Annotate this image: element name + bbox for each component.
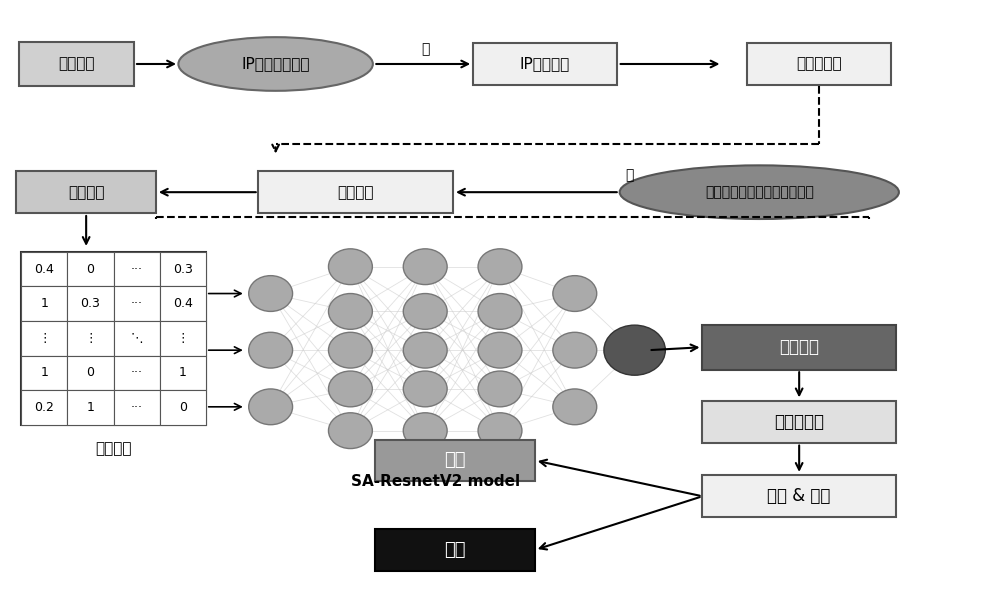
- Text: 是: 是: [421, 42, 429, 56]
- Ellipse shape: [178, 37, 373, 91]
- Ellipse shape: [249, 276, 293, 311]
- Ellipse shape: [604, 325, 665, 375]
- Text: ···: ···: [131, 401, 143, 414]
- Text: 特征编码: 特征编码: [58, 56, 94, 71]
- FancyBboxPatch shape: [702, 401, 896, 443]
- Text: 0.3: 0.3: [173, 262, 193, 276]
- FancyBboxPatch shape: [67, 252, 114, 286]
- FancyBboxPatch shape: [21, 252, 67, 286]
- Text: 0.4: 0.4: [173, 297, 193, 310]
- FancyBboxPatch shape: [160, 321, 206, 356]
- Ellipse shape: [328, 294, 372, 329]
- FancyBboxPatch shape: [67, 390, 114, 425]
- FancyBboxPatch shape: [160, 252, 206, 286]
- Text: 联邦学习: 联邦学习: [779, 338, 819, 356]
- Ellipse shape: [403, 413, 447, 449]
- Text: IP信息是否存在: IP信息是否存在: [241, 56, 310, 71]
- FancyBboxPatch shape: [160, 286, 206, 321]
- Text: 数值归一化: 数值归一化: [796, 56, 842, 71]
- Ellipse shape: [553, 389, 597, 425]
- Ellipse shape: [478, 332, 522, 368]
- Ellipse shape: [553, 332, 597, 368]
- FancyBboxPatch shape: [21, 356, 67, 390]
- FancyBboxPatch shape: [747, 43, 891, 85]
- Ellipse shape: [249, 389, 293, 425]
- Text: 特征降维: 特征降维: [337, 184, 374, 199]
- FancyBboxPatch shape: [114, 321, 160, 356]
- FancyBboxPatch shape: [21, 390, 67, 425]
- Ellipse shape: [328, 332, 372, 368]
- Text: 特征维度是否满足转化成图像: 特征维度是否满足转化成图像: [705, 185, 814, 199]
- FancyBboxPatch shape: [375, 529, 535, 571]
- Text: 0: 0: [179, 401, 187, 414]
- Text: 1: 1: [179, 367, 187, 379]
- FancyBboxPatch shape: [21, 252, 206, 425]
- FancyBboxPatch shape: [702, 476, 896, 517]
- Text: 0.3: 0.3: [81, 297, 100, 310]
- FancyBboxPatch shape: [21, 321, 67, 356]
- Text: 后量化技术: 后量化技术: [774, 413, 824, 431]
- FancyBboxPatch shape: [114, 356, 160, 390]
- Text: 检测 & 分类: 检测 & 分类: [767, 487, 831, 505]
- Text: 0.4: 0.4: [34, 262, 54, 276]
- FancyBboxPatch shape: [114, 286, 160, 321]
- FancyBboxPatch shape: [160, 390, 206, 425]
- Text: 攻击: 攻击: [444, 541, 466, 559]
- FancyBboxPatch shape: [21, 286, 67, 321]
- Text: 0.2: 0.2: [34, 401, 54, 414]
- FancyBboxPatch shape: [258, 171, 453, 213]
- Text: 0: 0: [87, 367, 95, 379]
- FancyBboxPatch shape: [160, 356, 206, 390]
- Ellipse shape: [328, 413, 372, 449]
- Text: 否: 否: [625, 168, 634, 183]
- Text: ⋮: ⋮: [177, 332, 189, 345]
- Text: ⋮: ⋮: [38, 332, 51, 345]
- FancyBboxPatch shape: [473, 43, 617, 85]
- Ellipse shape: [478, 294, 522, 329]
- Ellipse shape: [403, 332, 447, 368]
- Text: ···: ···: [131, 297, 143, 310]
- FancyBboxPatch shape: [114, 390, 160, 425]
- FancyBboxPatch shape: [702, 325, 896, 370]
- Text: 1: 1: [40, 367, 48, 379]
- Text: 正常: 正常: [444, 452, 466, 470]
- Text: SA-ResnetV2 model: SA-ResnetV2 model: [351, 474, 520, 489]
- FancyBboxPatch shape: [19, 42, 134, 86]
- FancyBboxPatch shape: [67, 356, 114, 390]
- FancyBboxPatch shape: [67, 321, 114, 356]
- Text: ···: ···: [131, 262, 143, 276]
- Text: 1: 1: [87, 401, 94, 414]
- Text: IP地址转换: IP地址转换: [520, 56, 570, 71]
- FancyBboxPatch shape: [16, 171, 156, 213]
- Ellipse shape: [620, 165, 899, 219]
- Ellipse shape: [249, 332, 293, 368]
- Ellipse shape: [328, 249, 372, 285]
- Ellipse shape: [403, 294, 447, 329]
- Text: 1: 1: [40, 297, 48, 310]
- Text: ···: ···: [131, 367, 143, 379]
- Ellipse shape: [403, 249, 447, 285]
- Ellipse shape: [553, 276, 597, 311]
- FancyBboxPatch shape: [375, 440, 535, 482]
- Text: 0: 0: [87, 262, 95, 276]
- Text: 图像数据: 图像数据: [95, 441, 132, 456]
- FancyBboxPatch shape: [114, 252, 160, 286]
- Ellipse shape: [478, 249, 522, 285]
- Ellipse shape: [478, 371, 522, 407]
- Text: ⋮: ⋮: [84, 332, 97, 345]
- Text: 数据转换: 数据转换: [68, 184, 104, 199]
- Text: ⋱: ⋱: [130, 332, 143, 345]
- Ellipse shape: [478, 413, 522, 449]
- FancyBboxPatch shape: [67, 286, 114, 321]
- Ellipse shape: [328, 371, 372, 407]
- Ellipse shape: [403, 371, 447, 407]
